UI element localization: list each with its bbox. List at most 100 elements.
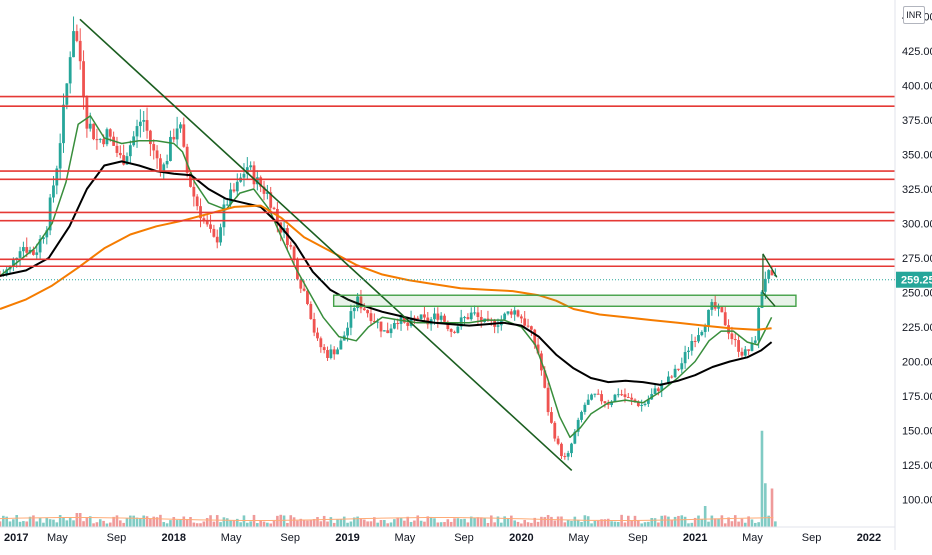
candle-body	[32, 249, 35, 255]
volume-bar	[272, 520, 276, 527]
volume-bar	[456, 518, 460, 527]
volume-bar	[235, 518, 239, 527]
candle-body	[673, 368, 677, 378]
currency-badge[interactable]: INR	[903, 6, 925, 24]
candle-body	[95, 139, 99, 141]
candle-body	[85, 97, 89, 129]
candle-body	[42, 237, 45, 240]
candle-body	[249, 165, 253, 168]
volume-bar	[342, 516, 346, 527]
volume-bar	[8, 521, 12, 527]
candles-layer	[0, 16, 777, 461]
volume-bar	[546, 515, 550, 527]
candle-body	[560, 443, 563, 457]
candle-body	[583, 404, 587, 412]
volume-bar	[596, 520, 600, 527]
support-zone[interactable]	[332, 294, 797, 307]
volume-bar	[566, 519, 570, 527]
candle-body	[586, 399, 590, 405]
volume-bar	[312, 518, 316, 527]
volume-bar	[132, 515, 135, 527]
volume-bar	[436, 522, 440, 527]
volume-bar	[195, 523, 199, 527]
x-tick-label: May	[742, 532, 763, 544]
candle-body	[543, 370, 547, 388]
volume-bar	[563, 522, 567, 527]
volume-bar	[550, 516, 553, 527]
last-price-badge	[896, 271, 932, 288]
volume-bar	[687, 523, 690, 527]
volume-bar	[22, 521, 25, 527]
flag-upper-line[interactable]	[762, 253, 778, 278]
volume-bar	[580, 521, 583, 527]
candle-body	[192, 186, 196, 197]
candle-body	[172, 136, 176, 140]
volume-bar	[292, 517, 296, 527]
flag-lower-line[interactable]	[762, 292, 776, 307]
candle-body	[529, 326, 533, 330]
x-tick-label: May	[221, 532, 242, 544]
candle-body	[75, 31, 79, 41]
volume-bar	[159, 514, 162, 527]
x-tick-label: 2018	[162, 532, 186, 544]
candle-body	[423, 314, 426, 318]
candle-body	[566, 453, 570, 457]
volume-bar	[553, 520, 557, 527]
volume-bar	[720, 515, 724, 527]
candle-body	[603, 401, 607, 404]
volume-bar	[386, 523, 389, 527]
volume-bar	[409, 521, 413, 527]
volume-bar	[55, 522, 59, 527]
volume-bar	[82, 521, 85, 527]
candle-body	[667, 376, 670, 384]
candle-body	[449, 329, 453, 332]
candle-body	[135, 126, 139, 137]
volume-bar	[65, 520, 69, 527]
candle-body	[389, 328, 393, 334]
candle-body	[713, 302, 717, 309]
candle-body	[533, 329, 537, 345]
volume-bar	[486, 522, 490, 527]
candle-body	[523, 318, 527, 326]
volume-bar	[673, 516, 677, 527]
candle-body	[52, 185, 55, 198]
volume-bar	[62, 517, 65, 527]
candle-body	[576, 419, 580, 432]
downtrend-line[interactable]	[79, 18, 573, 472]
y-axis: 450.00425.00400.00375.00350.00325.00300.…	[902, 12, 932, 507]
candle-body	[469, 312, 473, 320]
volume-bar	[115, 515, 119, 527]
volume-bar	[306, 520, 309, 527]
candle-body	[747, 349, 751, 351]
y-tick-label: 325.00	[902, 184, 932, 196]
volume-bar	[717, 518, 720, 527]
candle-body	[402, 316, 406, 323]
candle-body	[590, 394, 593, 400]
candle-body	[359, 296, 363, 309]
volume-bar	[282, 515, 286, 527]
volume-bar	[713, 518, 717, 527]
candle-body	[195, 196, 199, 207]
y-tick-label: 425.00	[902, 46, 932, 58]
candle-body	[519, 316, 523, 319]
volume-bar	[88, 516, 92, 527]
volume-bar	[633, 515, 637, 527]
candle-body	[272, 207, 276, 209]
candle-body	[553, 422, 557, 439]
volume-bar	[493, 522, 496, 527]
volume-bar	[322, 515, 326, 527]
volume-bar	[108, 522, 112, 527]
volume-bar	[162, 522, 166, 527]
candle-body	[339, 340, 343, 350]
candle-body	[182, 124, 186, 147]
candle-body	[479, 316, 483, 322]
volume-bar	[152, 516, 156, 527]
volume-bar	[259, 520, 262, 527]
volume-bar	[389, 522, 393, 527]
x-tick-label: Sep	[628, 532, 648, 544]
candle-body	[626, 396, 630, 398]
volume-bar	[175, 520, 179, 527]
volume-bar	[149, 518, 152, 527]
candle-body	[392, 323, 396, 329]
